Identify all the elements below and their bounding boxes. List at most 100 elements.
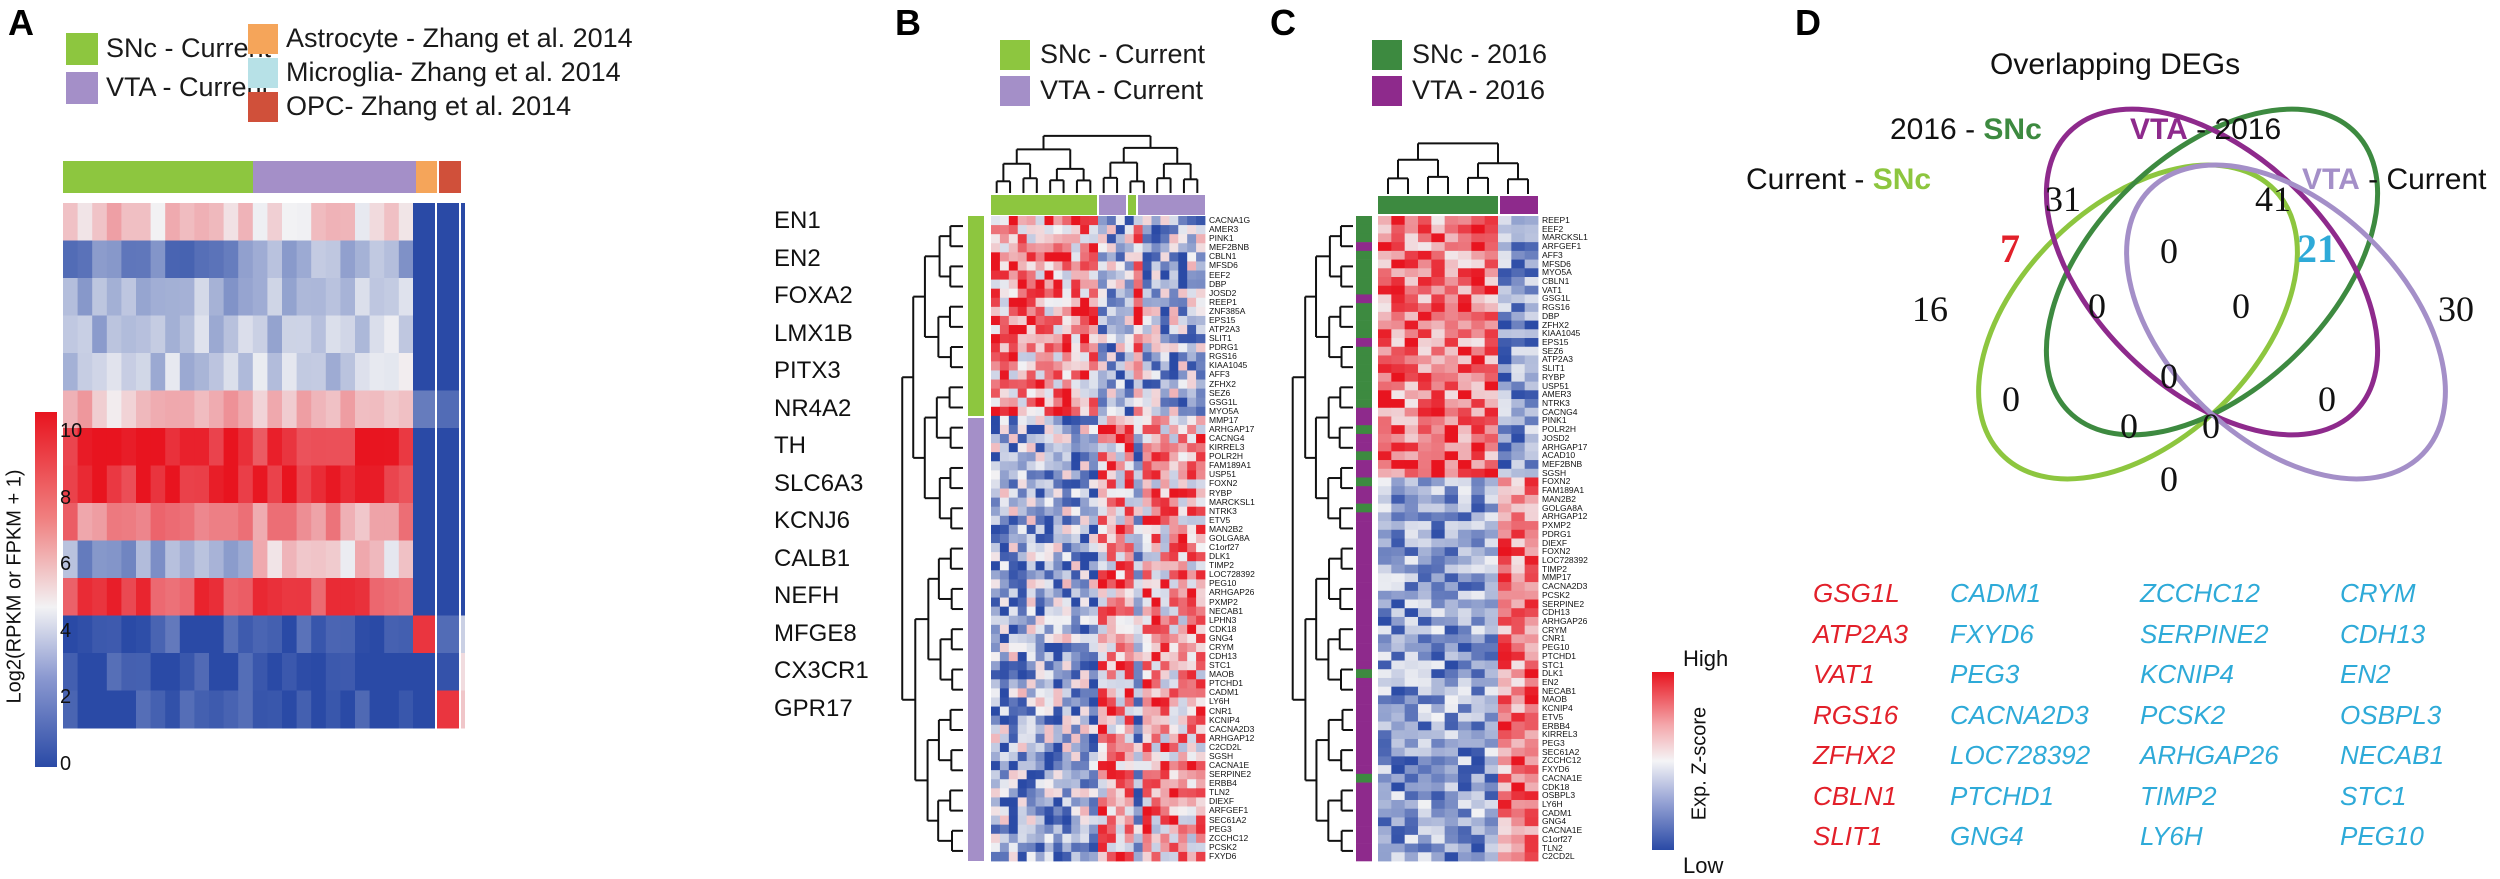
heatmap-c-cell — [1524, 616, 1539, 627]
heatmap-c-cell — [1378, 512, 1392, 522]
gene-label-c: ACAD10 — [1542, 450, 1576, 461]
heatmap-a-cell — [136, 203, 152, 241]
heatmap-c-cell — [1458, 756, 1472, 766]
heatmap-c-cell — [1391, 381, 1406, 391]
heatmap-c-cell — [1524, 747, 1539, 757]
heatmap-b-cell — [1035, 234, 1045, 244]
heatmap-c-cell — [1458, 826, 1472, 836]
heatmap-b-cell — [1151, 334, 1161, 344]
heatmap-c-cell — [1511, 303, 1526, 313]
heatmap-b-cell — [1089, 470, 1099, 480]
heatmap-b-cell — [1151, 633, 1161, 644]
heatmap-b-cell — [1062, 597, 1072, 608]
heatmap-b-cell — [1169, 415, 1179, 426]
heatmap-b-cell — [1017, 570, 1028, 580]
heatmap-b-cell — [1115, 524, 1126, 535]
heatmap-c-cell — [1484, 765, 1499, 775]
heatmap-c-cell — [1378, 538, 1392, 548]
heatmap-b-cell — [1053, 806, 1063, 816]
heatmap-c-cell — [1378, 582, 1392, 592]
deg-red-gene: ZFHX2 — [1813, 740, 1896, 770]
heatmap-b-cell — [1160, 543, 1170, 553]
heatmap-c-cell — [1524, 817, 1539, 827]
heatmap-b-cell — [1026, 652, 1036, 662]
heatmap-c-cell — [1471, 712, 1486, 722]
heatmap-b-cell — [999, 288, 1010, 299]
heatmap-b-cell — [1178, 406, 1188, 417]
heatmap-b-cell — [1187, 588, 1197, 598]
heatmap-b-cell — [1098, 733, 1108, 744]
heatmap-b-cell — [1071, 615, 1081, 626]
heatmap-b-cell — [1151, 851, 1161, 862]
heatmap-b-cell — [1160, 270, 1170, 280]
heatmap-b-cell — [1053, 261, 1063, 271]
heatmap-c-cell — [1444, 590, 1459, 600]
heatmap-b-cell — [1044, 470, 1054, 480]
heatmap-c-cell — [1511, 765, 1526, 775]
heatmap-b-cell — [1089, 343, 1099, 353]
heatmap-b-cell — [1133, 225, 1143, 235]
heatmap-a-cell — [106, 578, 122, 616]
heatmap-b-cell — [1080, 761, 1090, 771]
heatmap-b-cell — [1106, 334, 1117, 344]
heatmap-b-cell — [1053, 234, 1063, 244]
gene-label-c: DBP — [1542, 310, 1560, 321]
heatmap-b-cell — [1008, 443, 1019, 453]
heatmap-c-cell — [1431, 451, 1446, 461]
heatmap-b-cell — [991, 715, 1001, 726]
heatmap-b-cell — [1035, 761, 1045, 771]
heatmap-a-cell — [252, 465, 268, 504]
heatmap-b-cell — [1080, 615, 1090, 626]
heatmap-b-cell — [1098, 234, 1108, 244]
heatmap-c-cell — [1378, 625, 1392, 635]
gene-label-c: ARFGEF1 — [1542, 241, 1582, 252]
heatmap-a-cell — [267, 203, 283, 241]
heatmap-b-cell — [1169, 588, 1179, 598]
heatmap-b-cell — [1017, 315, 1028, 326]
heatmap-b-cell — [1089, 415, 1099, 426]
heatmap-b-cell — [1124, 688, 1135, 698]
heatmap-b-cell — [1071, 543, 1081, 553]
heatmap-b-cell — [1133, 479, 1143, 489]
heatmap-a-cell-microglia — [461, 353, 465, 391]
heatmap-c-cell — [1498, 233, 1512, 243]
heatmap-c-cell — [1404, 521, 1419, 531]
heatmap-b-cell — [1017, 352, 1028, 362]
heatmap-b-cell — [1151, 388, 1161, 399]
heatmap-b-cell — [1062, 216, 1072, 226]
heatmap-c-cell — [1431, 721, 1446, 731]
heatmap-a-cell — [252, 390, 268, 429]
heatmap-b-cell — [1062, 770, 1072, 780]
heatmap-c-cell — [1471, 494, 1486, 505]
heatmap-b-cell — [1080, 297, 1090, 308]
heatmap-b-cell — [1044, 270, 1054, 280]
heatmap-c-cell — [1511, 320, 1526, 330]
heatmap-b-cell — [1151, 570, 1161, 580]
heatmap-b-cell — [1151, 624, 1161, 635]
heatmap-c-cell — [1511, 817, 1526, 827]
heatmap-a-cell — [311, 690, 327, 729]
heatmap-a-cell — [223, 278, 239, 316]
heatmap-a-cell — [150, 203, 166, 241]
heatmap-a-cell — [92, 615, 108, 654]
heatmap-a-cell — [311, 465, 327, 504]
heatmap-b-cell — [1080, 543, 1090, 553]
heatmap-b-cell — [1124, 352, 1135, 362]
heatmap-b-cell — [1160, 434, 1170, 444]
heatmap-c-cell — [1458, 738, 1472, 749]
heatmap-b-cell — [991, 670, 1001, 680]
heatmap-b-cell — [1151, 325, 1161, 335]
heatmap-c-cell — [1511, 538, 1526, 548]
heatmap-b-cell — [1017, 770, 1028, 780]
heatmap-b-cell — [1124, 842, 1135, 853]
heatmap-b-cell — [991, 561, 1001, 571]
heatmap-b-cell — [1133, 842, 1143, 853]
heatmap-a-cell — [150, 503, 166, 541]
heatmap-a-cell-microglia — [461, 240, 465, 279]
heatmap-b-cell — [1187, 315, 1197, 326]
gene-label-c: FXYD6 — [1542, 764, 1570, 775]
heatmap-b-cell — [1098, 397, 1108, 408]
heatmap-c-cell — [1378, 843, 1392, 853]
heatmap-c-cell — [1471, 355, 1486, 365]
heatmap-b-cell — [1142, 452, 1152, 462]
